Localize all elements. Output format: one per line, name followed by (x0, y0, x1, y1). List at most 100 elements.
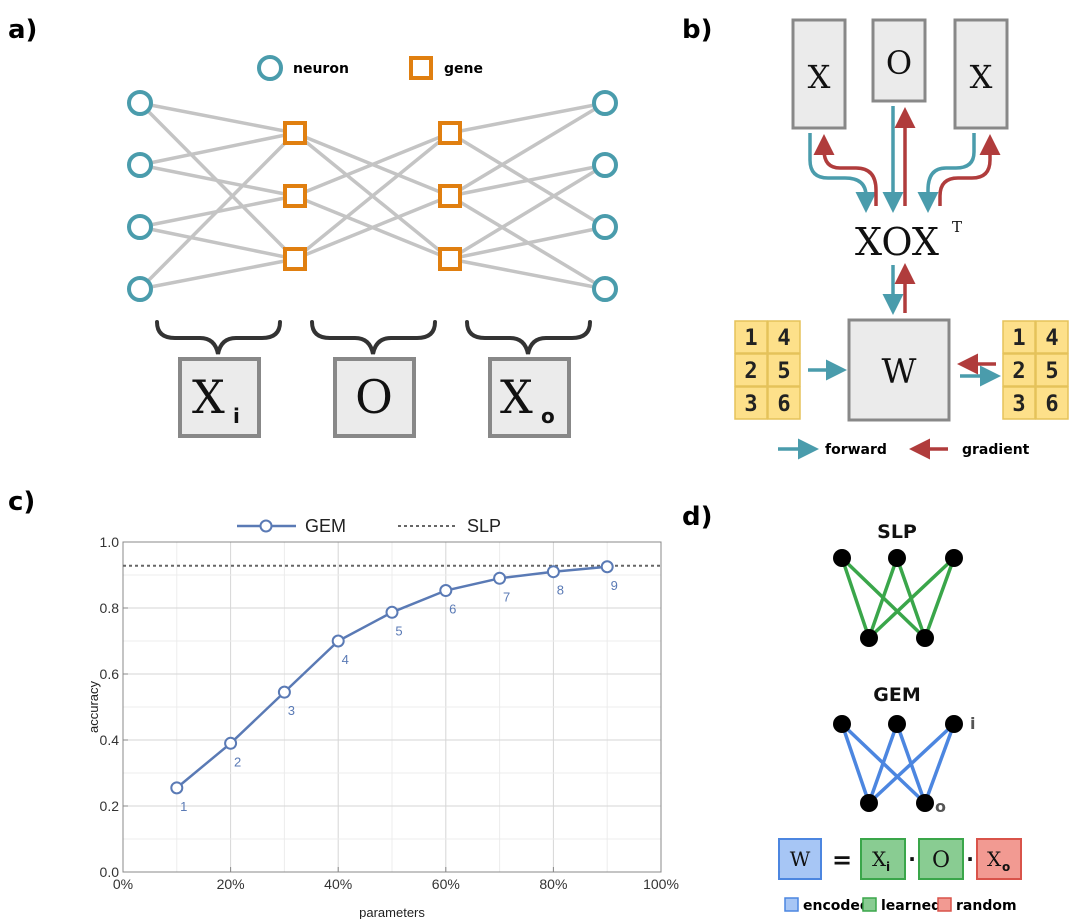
brace (310, 320, 437, 355)
gem-legend-marker (259, 519, 273, 533)
y-tick-label: 0.2 (100, 798, 120, 814)
gene-node (283, 247, 307, 271)
y-tick-label: 0.6 (100, 666, 120, 682)
digit-cell: 2 (1012, 359, 1025, 384)
network-edges (138, 101, 606, 291)
xi-box (178, 357, 261, 438)
brace (155, 320, 282, 355)
gem-point-label: 1 (180, 799, 187, 814)
neuron-legend-icon (257, 55, 283, 81)
gene-node (438, 247, 462, 271)
x-axis-label: parameters (359, 905, 425, 919)
gene-node (283, 184, 307, 208)
output-node-label: o (935, 797, 946, 816)
gem-point-label: 8 (557, 583, 564, 598)
neuron-node (592, 152, 618, 178)
brace (465, 320, 592, 355)
gem-point-label: 9 (611, 578, 618, 593)
xoxt-label: XOX T (855, 218, 962, 264)
w-encoded-label: W (790, 847, 811, 871)
o-box-main: O (355, 370, 393, 424)
gem-data-point (385, 605, 399, 619)
xo-box-main: X (500, 370, 533, 424)
output-neurons (592, 90, 618, 302)
xoxt-main: XOX (855, 220, 939, 264)
panel-b-boxes: X O X (791, 18, 1009, 130)
xo-term-main: X (987, 847, 1002, 871)
gem-data-point (170, 781, 184, 795)
xi-box-main: X (192, 370, 225, 424)
o-label: O (886, 44, 912, 82)
o-box (871, 18, 927, 103)
gem-data-point (439, 584, 453, 598)
gem-legend-label: GEM (305, 516, 346, 536)
x-tick-label: 40% (324, 876, 352, 892)
digit-grid-left: 1 4 2 5 3 6 (734, 320, 801, 420)
gene-node (438, 184, 462, 208)
plot-frame (122, 541, 662, 873)
digit-cell: 4 (1045, 326, 1058, 351)
gem-point-label: 2 (234, 754, 241, 769)
panel-d-label: d) (682, 502, 713, 532)
x-left-box (791, 18, 847, 130)
digit-cell: 3 (744, 392, 757, 417)
gene-legend-label: gene (444, 61, 483, 77)
y-tick-label: 0.0 (100, 864, 120, 880)
digit-cell: 3 (1012, 392, 1025, 417)
accuracy-chart: 0% 20% 40% 60% 80% 100% 0.0 0.2 0.4 0.6 0.8 1.0 1 2 3… (86, 534, 679, 919)
random-legend-label: random (956, 898, 1017, 914)
gem-equation: W = X i · O · X o (778, 838, 1022, 880)
chart-series: 1 2 3 4 5 6 7 8 9 (123, 560, 661, 814)
equals-sign: = (832, 846, 852, 874)
panel-d-legend: encoded learned random (784, 897, 1017, 914)
w-box (847, 318, 951, 422)
forward-legend-label: forward (825, 442, 887, 458)
forward-arrow (808, 133, 877, 213)
o-term-main: O (932, 848, 950, 873)
x-tick-label: 100% (643, 876, 679, 892)
gem-data-point (331, 634, 345, 648)
o-learned-box (918, 838, 964, 880)
gem-point-label: 7 (503, 589, 510, 604)
xo-random-box (976, 838, 1022, 880)
panel-b-arrows (808, 106, 1001, 387)
y-axis-label: accuracy (86, 680, 101, 733)
digit-cell: 1 (1012, 326, 1025, 351)
gene-node (283, 121, 307, 145)
neuron-legend-label: neuron (293, 61, 349, 77)
learned-legend-label: learned (881, 898, 941, 914)
gem-edges (840, 722, 956, 805)
x-tick-label: 0% (113, 876, 133, 892)
slp-legend-label: SLP (467, 516, 501, 536)
neuron-node (127, 90, 153, 116)
gradient-arrow (813, 134, 878, 206)
braces (155, 320, 592, 355)
input-node-label: i (970, 714, 975, 733)
xi-term-sub: i (886, 860, 890, 874)
encoded-legend-label: encoded (803, 898, 870, 914)
slp-title: SLP (877, 521, 917, 543)
digit-cell: 2 (744, 359, 757, 384)
digit-cell: 5 (1045, 359, 1058, 384)
gem-data-point (224, 736, 238, 750)
x-left-label: X (808, 58, 831, 96)
encoded-swatch (784, 897, 799, 912)
w-encoded-box (778, 838, 822, 880)
gem-data-point (546, 565, 560, 579)
xo-term-sub: o (1002, 860, 1010, 874)
xi-box-sub: i (233, 404, 240, 428)
gem-data-point (600, 560, 614, 574)
xo-box (488, 357, 571, 438)
digit-cell: 5 (777, 359, 790, 384)
digit-cell: 1 (744, 326, 757, 351)
w-label: W (882, 352, 917, 392)
digit-cell: 6 (777, 392, 790, 417)
xi-learned-box (860, 838, 906, 880)
learned-swatch (862, 897, 877, 912)
random-swatch (937, 897, 952, 912)
y-tick-label: 0.8 (100, 600, 120, 616)
x-tick-label: 60% (432, 876, 460, 892)
panel-b-legend: forward gradient (778, 438, 1030, 460)
gem-point-label: 4 (342, 652, 349, 667)
